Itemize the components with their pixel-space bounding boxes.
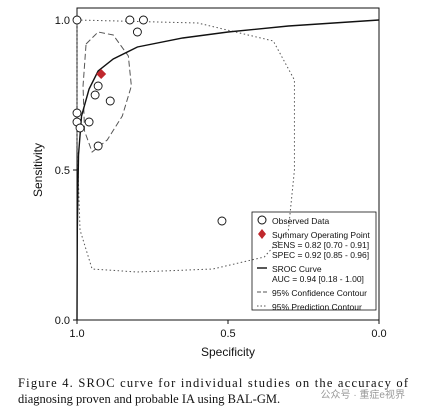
observed-point	[90, 90, 100, 100]
observed-point	[125, 15, 135, 25]
observed-point	[93, 81, 103, 91]
x-tick-label: 0.0	[371, 328, 386, 340]
prediction-contour	[76, 19, 295, 273]
x-axis-label: Specificity	[201, 345, 255, 359]
legend-detail: SPEC = 0.92 [0.85 - 0.96]	[272, 250, 369, 260]
observed-point	[72, 108, 82, 118]
y-tick-label: 0.0	[55, 315, 70, 327]
confidence-contour	[82, 31, 132, 153]
y-tick-label: 1.0	[55, 15, 70, 27]
legend-symbol	[258, 229, 266, 239]
legend-label: 95% Prediction Contour	[272, 302, 362, 312]
legend-label: Observed Data	[272, 216, 329, 226]
observed-point	[93, 141, 103, 151]
legend-label: Summary Operating Point	[272, 230, 370, 240]
legend-detail: SENS = 0.82 [0.70 - 0.91]	[272, 240, 369, 250]
observed-point	[105, 96, 115, 106]
observed-point	[75, 123, 85, 133]
legend-label: 95% Confidence Contour	[272, 288, 367, 298]
y-tick-label: 0.5	[55, 165, 70, 177]
observed-point	[72, 15, 82, 25]
x-tick-label: 1.0	[69, 328, 84, 340]
observed-point	[217, 216, 227, 226]
caption: Figure 4. SROC curve for individual stud…	[18, 376, 409, 390]
y-axis-label: Sensitivity	[31, 143, 45, 197]
legend-label: SROC Curve	[272, 264, 322, 274]
legend-detail: AUC = 0.94 [0.18 - 1.00]	[272, 274, 364, 284]
legend	[251, 211, 377, 311]
summary-point	[96, 69, 107, 79]
observed-point	[84, 117, 94, 127]
watermark: 公众号 · 重症e视界	[321, 388, 405, 401]
observed-point	[132, 27, 142, 37]
sroc-curve	[76, 19, 380, 321]
legend-symbol	[257, 215, 267, 225]
observed-point	[138, 15, 148, 25]
caption: diagnosing proven and probable IA using …	[18, 392, 280, 406]
x-tick-label: 0.5	[220, 328, 235, 340]
